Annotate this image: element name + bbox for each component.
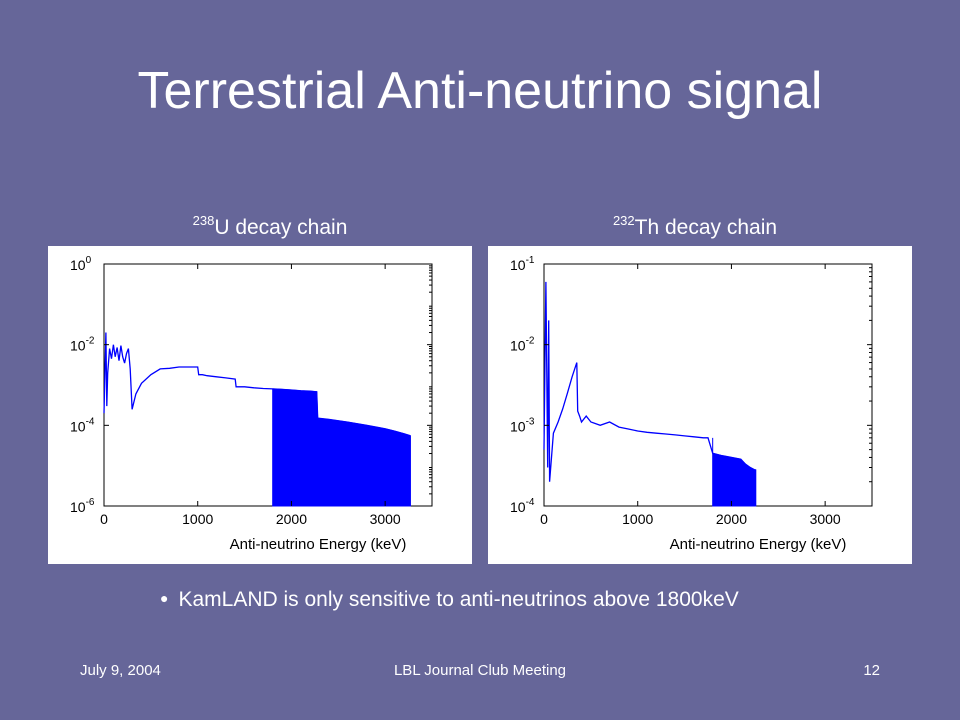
bullet-point: ● KamLAND is only sensitive to anti-neutr…	[160, 588, 739, 612]
u-ytick-label: 10-4	[70, 416, 95, 434]
th-xtick-label: 0	[540, 511, 548, 527]
th-xtick-label: 1000	[622, 511, 653, 527]
u-ytick-label: 100	[70, 255, 92, 273]
u-caption-text: U decay chain	[214, 216, 348, 239]
u-ytick-exponent: -2	[86, 336, 95, 347]
th-ytick-exponent: -1	[526, 255, 535, 266]
footer-meeting: LBL Journal Club Meeting	[393, 662, 567, 679]
th-ytick-exponent: -3	[526, 416, 535, 427]
u-ytick-exponent: -4	[86, 416, 95, 427]
u-xtick-label: 0	[100, 511, 108, 527]
bullet-dot-icon: ●	[160, 590, 169, 606]
th-ytick-label: 10-2	[510, 336, 535, 354]
th-shaded-region	[712, 437, 757, 507]
th-ytick-exponent: -2	[526, 336, 535, 347]
u-ytick-label: 10-2	[70, 336, 95, 354]
u-xtick-label: 3000	[370, 511, 401, 527]
th-decay-chart: 0 1000 2000 3000 10-1 10-2 10-3 10-4 Anti-neutri…	[510, 255, 873, 553]
th-caption-text: Th decay chain	[634, 216, 778, 239]
th-xtick-label: 3000	[810, 511, 841, 527]
u-xtick-label: 1000	[182, 511, 213, 527]
u-ytick-label: 10-6	[70, 497, 95, 515]
th-x-axis-label: Anti-neutrino Energy (keV)	[670, 536, 847, 553]
footer-date: July 9, 2004	[80, 662, 161, 679]
u-decay-chart: 0 1000 2000 3000 100 10-2 10-4 10-6 Anti-neutrin…	[70, 255, 433, 553]
u-ytick-exponent: 0	[86, 255, 92, 266]
u-x-axis-label: Anti-neutrino Energy (keV)	[230, 536, 407, 553]
slide-title: Terrestrial Anti-neutrino signal	[137, 62, 823, 120]
bullet-text: KamLAND is only sensitive to anti-neutri…	[178, 588, 739, 611]
u-chart-caption: 238U decay chain	[120, 213, 420, 240]
u-axes-box	[103, 263, 433, 507]
u-xtick-label: 2000	[276, 511, 307, 527]
th-ytick-label: 10-1	[510, 255, 535, 273]
th-ytick-label: 10-4	[510, 497, 535, 515]
th-xtick-label: 2000	[716, 511, 747, 527]
th-ytick-exponent: -4	[526, 497, 535, 508]
th-chart-panel: 0 1000 2000 3000 10-1 10-2 10-3 10-4 Anti-neutri…	[488, 246, 912, 564]
th-mass-number: 232	[612, 213, 635, 228]
u-spectrum-line	[103, 332, 411, 437]
u-shaded-region	[272, 388, 411, 507]
u-ytick-exponent: -6	[86, 497, 95, 508]
u-chart-panel: 0 1000 2000 3000 100 10-2 10-4 10-6 Anti-neutrin…	[48, 246, 472, 564]
u-mass-number: 238	[192, 213, 215, 228]
th-chart-caption: 232Th decay chain	[545, 213, 845, 240]
footer-page-number: 12	[863, 662, 880, 679]
th-spectrum-line	[543, 281, 756, 482]
th-axes-box	[543, 263, 873, 507]
th-ytick-label: 10-3	[510, 416, 535, 434]
